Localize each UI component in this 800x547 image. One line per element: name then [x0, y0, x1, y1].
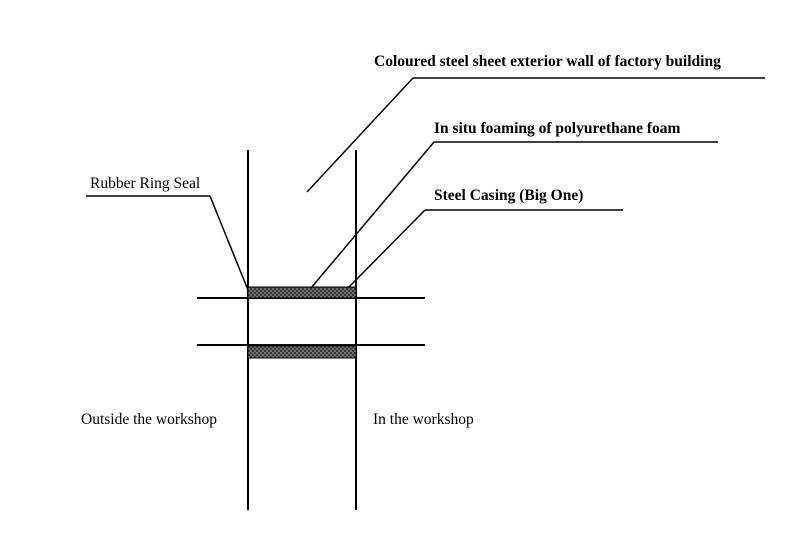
- label-in-workshop: In the workshop: [373, 411, 474, 428]
- leader-foam: [310, 141, 435, 289]
- label-polyurethane-foam: In situ foaming of polyurethane foam: [434, 120, 681, 137]
- leader-seal: [209, 195, 249, 291]
- leader-casing: [347, 209, 426, 289]
- label-rubber-ring-seal: Rubber Ring Seal: [90, 175, 200, 192]
- label-exterior-wall: Coloured steel sheet exterior wall of fa…: [374, 53, 721, 70]
- foam-band-lower: [247, 345, 357, 359]
- label-outside-workshop: Outside the workshop: [81, 411, 217, 428]
- foam-band-upper: [247, 286, 357, 299]
- label-steel-casing: Steel Casing (Big One): [434, 187, 583, 204]
- leader-wall: [306, 77, 414, 193]
